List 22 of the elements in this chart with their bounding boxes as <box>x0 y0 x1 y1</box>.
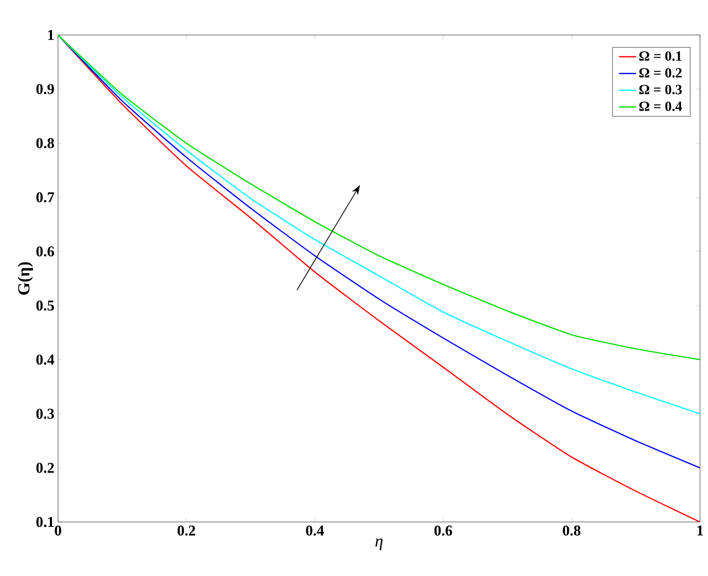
x-tick-label: 0.2 <box>178 526 196 536</box>
y-tick-label: 0.5 <box>36 300 54 311</box>
x-tick-label: 0.8 <box>562 526 580 536</box>
legend-label: Ω = 0.2 <box>639 68 682 78</box>
legend-label: Ω = 0.1 <box>639 51 682 61</box>
x-tick-label: 1 <box>697 526 703 536</box>
y-tick-label: 0.8 <box>36 138 54 148</box>
y-tick-label: 0.7 <box>36 192 54 202</box>
legend-label: Ω = 0.4 <box>639 102 682 112</box>
y-tick-label: 1 <box>48 30 54 40</box>
y-axis-title: G(η) <box>18 262 33 295</box>
y-tick-label: 0.4 <box>36 354 54 365</box>
y-tick-label: 0.9 <box>36 84 54 94</box>
y-tick-label: 0.2 <box>36 462 54 473</box>
x-axis-title: η <box>375 538 383 550</box>
y-tick-label: 0.1 <box>36 516 54 528</box>
x-tick-label: 0.6 <box>434 526 452 536</box>
x-tick-label: 0 <box>54 526 62 536</box>
x-tick-label: 0.4 <box>306 526 324 536</box>
y-tick-label: 0.3 <box>36 408 54 419</box>
legend-label: Ω = 0.3 <box>639 84 682 94</box>
y-tick-label: 0.6 <box>36 246 54 257</box>
